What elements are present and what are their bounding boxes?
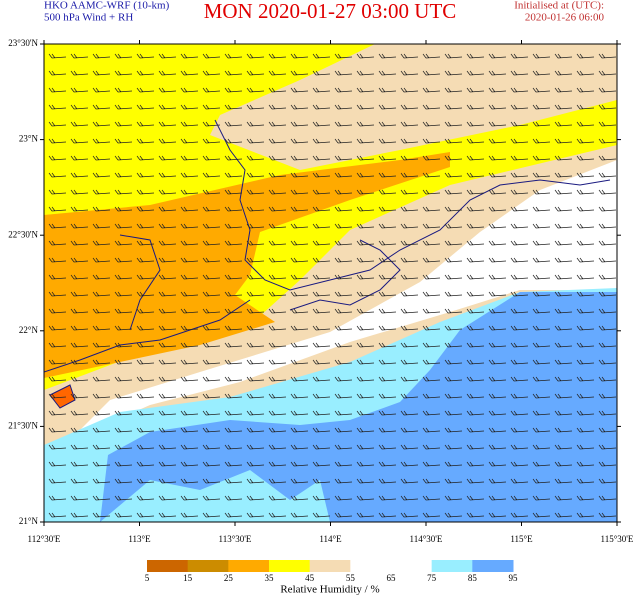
colorbar-title: Relative Humidity / % [280,584,379,596]
wind-barbs [48,53,617,518]
lon-label: 113°30'E [219,534,252,544]
lat-label: 21°N [19,516,39,526]
rh-85-95 [100,292,617,522]
model-name: HKO AAMC-WRF (10-km) [44,0,170,12]
axes: 23°30'N 23°N 22°30'N 22°N 21°30'N 21°N 112°30'… [8,38,633,544]
lon-label: 112°30'E [28,534,61,544]
colorbar-label: 5 [145,573,150,583]
lon-label: 114°E [319,534,342,544]
colorbar-segment [228,560,270,572]
lon-label: 114°30'E [410,534,443,544]
coastline [44,119,611,409]
field-name: 500 hPa Wind + RH [44,12,133,24]
lat-label: 22°30'N [8,229,38,239]
lon-label: 115°30'E [601,534,633,544]
colorbar-segment [309,560,351,572]
colorbar: 5 15 25 35 45 55 65 75 85 95 [145,560,518,583]
colorbar-segment [187,560,229,572]
colorbar-label: 95 [509,573,519,583]
colorbar-label: 35 [265,573,275,583]
colorbar-segment [350,560,392,572]
colorbar-label: 65 [387,573,397,583]
colorbar-label: 45 [305,573,315,583]
rh-55-75 [70,160,617,440]
valid-time-title: MON 2020-01-27 03:00 UTC [204,0,457,23]
lon-label: 113°E [128,534,151,544]
lat-label: 21°30'N [8,420,38,430]
colorbar-label: 85 [468,573,478,583]
lat-label: 22°N [19,325,39,335]
lat-label: 23°N [19,134,39,144]
colorbar-segment [147,560,189,572]
lat-label: 23°30'N [8,38,38,48]
colorbar-segment [431,560,473,572]
colorbar-label: 75 [427,573,437,583]
colorbar-label: 55 [346,573,356,583]
colorbar-segment [269,560,311,572]
lon-label: 115°E [510,534,533,544]
init-label: Initialised at (UTC): [514,0,604,12]
rh-field [44,44,617,522]
colorbar-label: 25 [224,573,234,583]
colorbar-segment [391,560,433,572]
init-time: 2020-01-26 06:00 [525,12,605,24]
colorbar-label: 15 [183,573,193,583]
colorbar-segment [472,560,514,572]
rh-25-35 [44,152,450,378]
